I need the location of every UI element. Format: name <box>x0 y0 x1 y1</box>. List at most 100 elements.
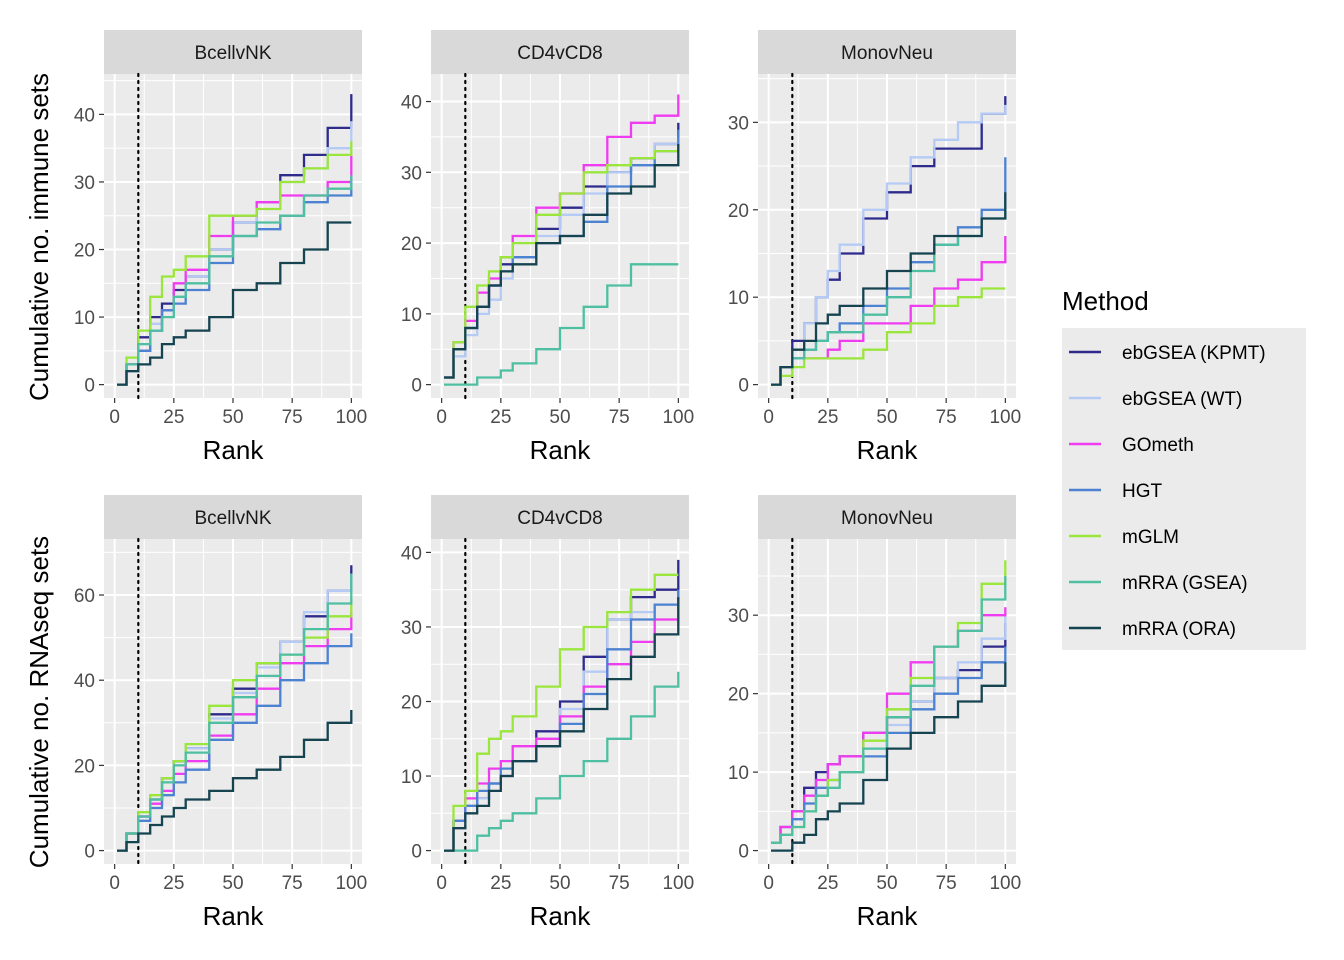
series-line-mrra-gsea <box>444 671 680 852</box>
series-lines <box>771 560 1007 852</box>
ylabel-row-1: Cumulative no. immune sets <box>24 73 54 401</box>
y-tick-label: 30 <box>401 163 422 184</box>
y-tick-label: 0 <box>84 376 95 397</box>
x-tick-label: 0 <box>109 407 120 428</box>
series-line-mrra-gsea <box>771 201 1007 386</box>
axes: 0 25 50 75 100 0 10 20 30 <box>728 606 1021 894</box>
strip-background <box>758 30 1016 74</box>
x-tick-label: 100 <box>662 407 694 428</box>
ylabel-row-2: Cumulative no. RNAseq sets <box>24 536 54 868</box>
y-tick-label: 10 <box>74 308 95 329</box>
x-tick-label: 25 <box>817 407 838 428</box>
legend: Method ebGSEA (KPMT) ebGSEA (WT) GOmeth HGT… <box>1062 286 1306 650</box>
x-tick-label: 75 <box>936 407 957 428</box>
x-tick-label: 75 <box>282 873 303 894</box>
x-axis-title: Rank <box>530 435 592 465</box>
series-line-mrra-ora <box>444 144 680 379</box>
y-tick-label: 30 <box>401 618 422 639</box>
axes: 0 25 50 75 100 0 10 20 30 <box>728 113 1021 428</box>
y-tick-label: 10 <box>728 763 749 784</box>
strip-label: BcellvNK <box>194 43 271 64</box>
y-tick-label: 30 <box>728 113 749 134</box>
strip-label: CD4vCD8 <box>517 43 603 64</box>
x-tick-label: 100 <box>335 407 367 428</box>
x-tick-label: 100 <box>662 873 694 894</box>
series-lines <box>771 96 1007 386</box>
y-tick-label: 20 <box>74 241 95 262</box>
x-tick-label: 75 <box>936 873 957 894</box>
panel-immune-BcellvNK: BcellvNK 0 25 50 75 100 0 10 20 30 40 Rank <box>74 30 367 465</box>
x-tick-label: 0 <box>109 873 120 894</box>
x-tick-label: 100 <box>989 407 1021 428</box>
y-tick-label: 0 <box>411 842 422 863</box>
x-tick-label: 100 <box>989 873 1021 894</box>
legend-item-label: mRRA (ORA) <box>1122 619 1236 640</box>
series-lines <box>117 565 353 852</box>
y-tick-label: 40 <box>74 105 95 126</box>
x-tick-label: 25 <box>163 407 184 428</box>
x-tick-label: 75 <box>609 873 630 894</box>
x-tick-label: 0 <box>436 407 447 428</box>
legend-item-label: mRRA (GSEA) <box>1122 573 1248 594</box>
panel-immune-CD4vCD8: CD4vCD8 0 25 50 75 100 0 10 20 30 40 Rank <box>401 30 694 465</box>
y-tick-label: 10 <box>401 305 422 326</box>
x-tick-label: 0 <box>763 407 774 428</box>
panel-rnaseq-MonovNeu: MonovNeu 0 25 50 75 100 0 10 20 30 Rank <box>728 495 1021 931</box>
x-tick-label: 25 <box>817 873 838 894</box>
y-tick-label: 0 <box>84 842 95 863</box>
x-tick-label: 50 <box>876 407 897 428</box>
series-line-mrra-gsea <box>444 263 679 386</box>
series-line-mrra-ora <box>444 597 680 852</box>
y-tick-label: 0 <box>738 376 749 397</box>
y-tick-label: 40 <box>401 93 422 114</box>
series-line-mrra-gsea <box>117 175 353 386</box>
x-tick-label: 50 <box>549 407 570 428</box>
strip-label: CD4vCD8 <box>517 508 603 529</box>
x-tick-label: 25 <box>490 407 511 428</box>
legend-item: mGLM <box>1069 527 1179 548</box>
series-lines <box>444 94 680 386</box>
strip-background <box>758 495 1016 539</box>
legend-item: HGT <box>1069 481 1163 502</box>
legend-item-label: GOmeth <box>1122 435 1194 456</box>
series-lines <box>444 559 680 852</box>
x-axis-title: Rank <box>203 901 265 931</box>
x-axis-title: Rank <box>203 435 265 465</box>
legend-item-label: HGT <box>1122 481 1163 502</box>
y-tick-label: 0 <box>411 376 422 397</box>
strip-background <box>431 495 689 539</box>
y-tick-label: 20 <box>728 201 749 222</box>
axes: 0 25 50 75 100 0 20 40 60 <box>74 586 367 894</box>
x-axis-title: Rank <box>857 435 919 465</box>
series-line-mrra-ora <box>117 710 353 852</box>
x-axis-title: Rank <box>530 901 592 931</box>
y-tick-label: 60 <box>74 586 95 607</box>
y-tick-label: 20 <box>74 756 95 777</box>
x-tick-label: 25 <box>490 873 511 894</box>
series-line-hgt <box>117 633 353 852</box>
legend-item: ebGSEA (WT) <box>1069 389 1242 410</box>
strip-background <box>104 495 362 539</box>
strip-label: MonovNeu <box>841 43 933 64</box>
panel-immune-MonovNeu: MonovNeu 0 25 50 75 100 0 10 20 30 Rank <box>728 30 1021 465</box>
y-tick-label: 10 <box>401 767 422 788</box>
strip-background <box>104 30 362 74</box>
strip-background <box>431 30 689 74</box>
series-line-mglm <box>771 287 1006 386</box>
axes: 0 25 50 75 100 0 10 20 30 40 <box>401 543 694 894</box>
panel-rnaseq-BcellvNK: BcellvNK 0 25 50 75 100 0 20 40 60 Rank <box>74 495 367 931</box>
x-axis-title: Rank <box>857 901 919 931</box>
x-tick-label: 0 <box>436 873 447 894</box>
series-line-mrra-gsea <box>117 573 353 852</box>
y-tick-label: 20 <box>401 693 422 714</box>
y-tick-label: 20 <box>401 234 422 255</box>
x-tick-label: 100 <box>335 873 367 894</box>
x-tick-label: 75 <box>609 407 630 428</box>
series-lines <box>117 94 353 386</box>
legend-title: Method <box>1062 286 1149 316</box>
x-tick-label: 0 <box>763 873 774 894</box>
series-line-mrra-ora <box>771 662 1007 852</box>
y-tick-label: 40 <box>74 671 95 692</box>
